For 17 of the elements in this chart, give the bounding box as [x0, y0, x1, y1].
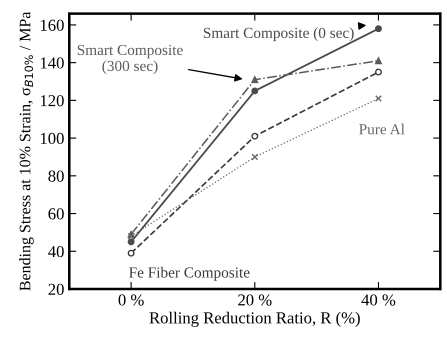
y-tick-label: 100 [40, 132, 64, 144]
y-tick-label: 20 [48, 284, 64, 295]
series-label: Pure Al [359, 124, 405, 134]
x-tick-label: 0 % [118, 294, 144, 306]
y-tick-label: 140 [40, 57, 64, 69]
y-tick-label: 80 [48, 170, 64, 182]
series-label: Smart Composite (0 sec) [204, 27, 354, 42]
text: Smart Composite (300 sec) [78, 44, 183, 74]
x-axis-title: Rolling Reduction Ratio, R (%) [149, 312, 360, 327]
y-tick-label: 60 [48, 208, 64, 220]
x-tick-label: 40 % [361, 294, 396, 306]
x-tick-label: 20 % [238, 294, 272, 306]
y-tick-label: 120 [40, 95, 64, 106]
y-tick-label: 40 [48, 246, 64, 258]
y-axis-title: Bending Stress at 10% Strain, σ$_{B10%}$ / MPa [19, 12, 34, 291]
y-tick-label: 160 [40, 20, 64, 31]
series-label: Fe Fiber Composite [129, 266, 250, 281]
